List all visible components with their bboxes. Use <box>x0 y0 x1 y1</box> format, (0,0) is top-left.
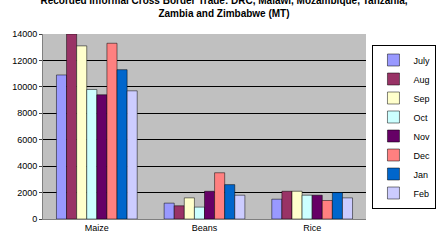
svg-text:10000: 10000 <box>12 82 37 92</box>
svg-text:Recorded Informal Cross Border: Recorded Informal Cross Border Trade: DR… <box>40 0 407 19</box>
svg-text:Jan: Jan <box>413 170 428 180</box>
svg-text:8000: 8000 <box>17 108 37 118</box>
svg-text:2000: 2000 <box>17 188 37 198</box>
svg-text:Sep: Sep <box>413 94 429 104</box>
svg-text:12000: 12000 <box>12 56 37 66</box>
svg-text:Aug: Aug <box>413 75 429 85</box>
svg-text:Feb: Feb <box>413 189 429 199</box>
svg-text:4000: 4000 <box>17 161 37 171</box>
svg-text:Dec: Dec <box>413 151 430 161</box>
svg-text:Nov: Nov <box>413 132 430 142</box>
svg-text:Oct: Oct <box>413 113 428 123</box>
svg-text:14000: 14000 <box>12 29 37 39</box>
svg-text:Rice: Rice <box>303 223 321 233</box>
svg-text:0: 0 <box>32 214 37 224</box>
svg-text:July: July <box>413 56 430 66</box>
svg-text:Maize: Maize <box>85 223 109 233</box>
svg-text:6000: 6000 <box>17 135 37 145</box>
svg-text:Beans: Beans <box>192 223 218 233</box>
